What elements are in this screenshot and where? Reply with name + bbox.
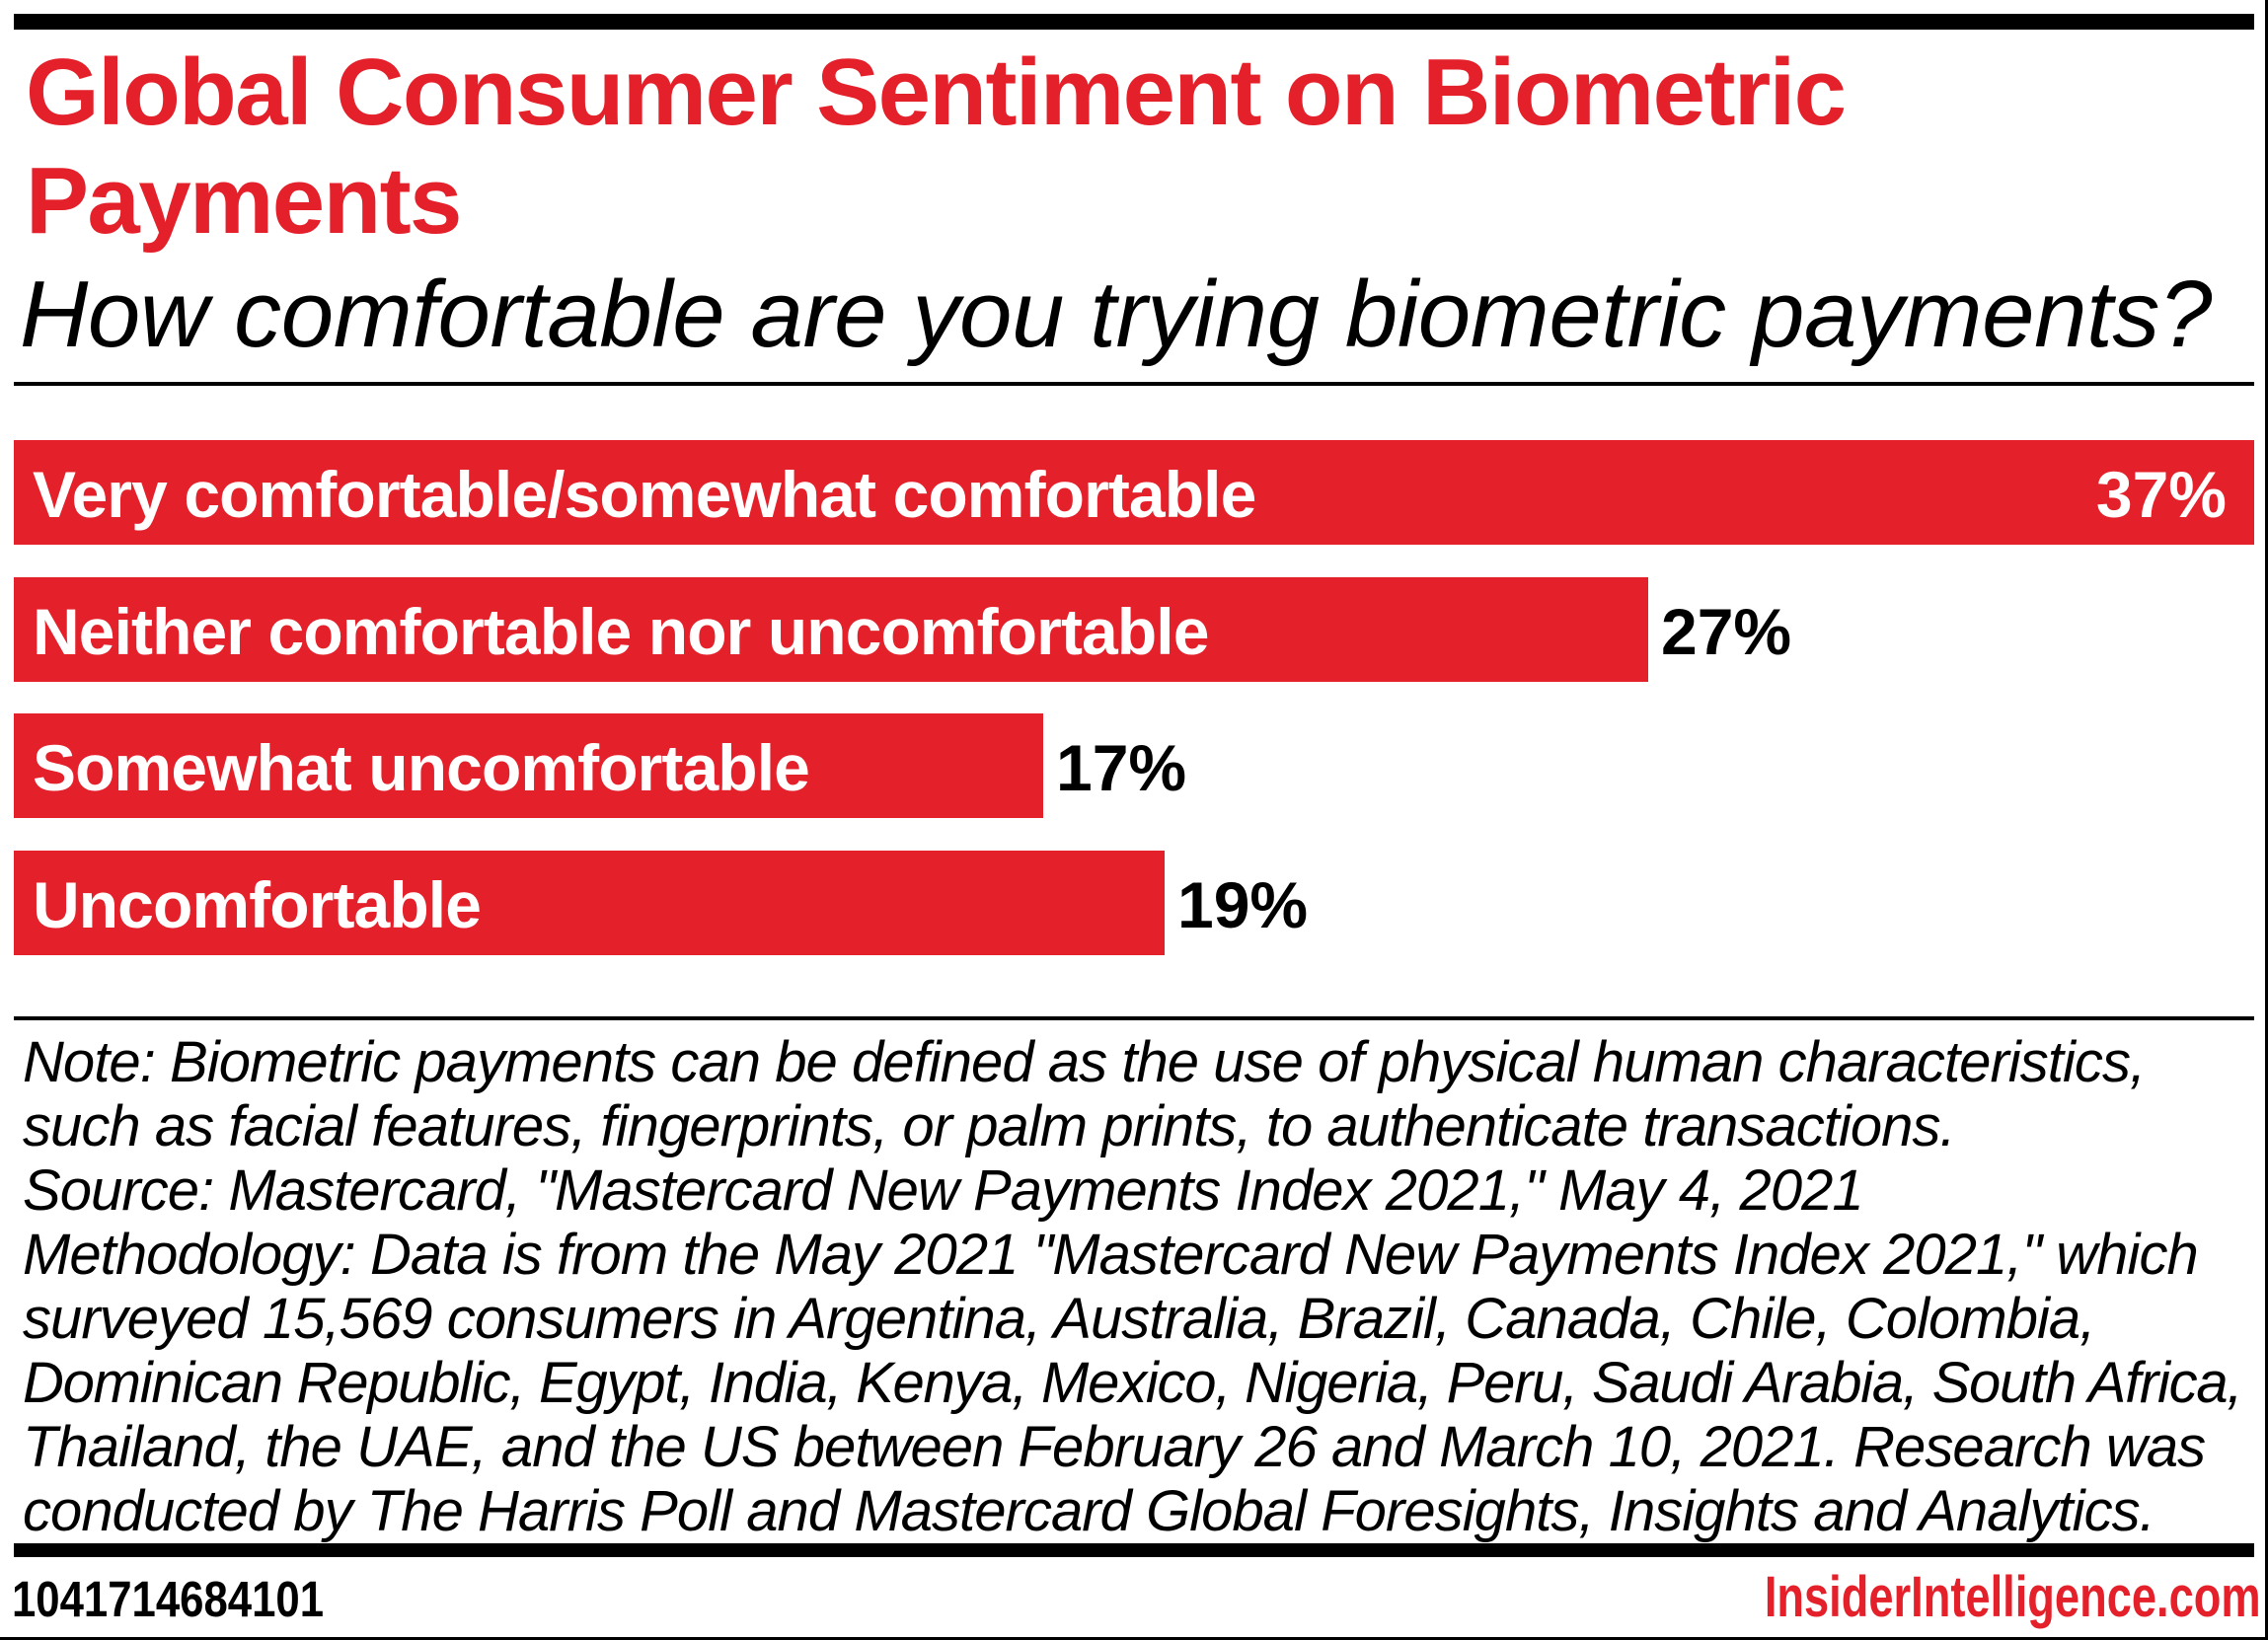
chart-title: Global Consumer Sentiment on Biometric P…: [26, 38, 2252, 256]
methodology-line: conducted by The Harris Poll and Masterc…: [23, 1479, 2155, 1543]
bar-value: 17%: [1056, 731, 1187, 804]
top-rule: [14, 14, 2254, 30]
bar-row: Somewhat uncomfortable 17%: [14, 713, 2268, 818]
bar-value: 19%: [1177, 868, 1309, 941]
bar-neither: Neither comfortable nor uncomfortable: [14, 577, 1648, 682]
footer-rule: [14, 1543, 2254, 1557]
bar-label: Uncomfortable: [33, 868, 482, 941]
chart-title-line2: Payments: [26, 148, 462, 254]
bar-label: Very comfortable/somewhat comfortable: [33, 458, 1256, 531]
bar-label: Neither comfortable nor uncomfortable: [33, 595, 1209, 668]
bar-row: Neither comfortable nor uncomfortable 27…: [14, 577, 2268, 682]
bar-very-comfortable: Very comfortable/somewhat comfortable 37…: [14, 440, 2254, 545]
divider-above-chart: [14, 382, 2254, 386]
bottom-border: [0, 1637, 2268, 1640]
right-border: [2265, 0, 2268, 1640]
bar-row: Very comfortable/somewhat comfortable 37…: [14, 440, 2268, 545]
bar-uncomfortable: Uncomfortable: [14, 851, 1165, 955]
methodology-line: Dominican Republic, Egypt, India, Kenya,…: [23, 1351, 2243, 1415]
source-line: Source: Mastercard, "Mastercard New Paym…: [23, 1158, 1864, 1223]
bar-chart: Very comfortable/somewhat comfortable 37…: [14, 440, 2268, 955]
methodology-line: surveyed 15,569 consumers in Argentina, …: [23, 1287, 2095, 1351]
chart-id: 1041714684101: [12, 1571, 325, 1627]
note-line: Note: Biometric payments can be defined …: [23, 1030, 2146, 1094]
bar-value: 27%: [1661, 595, 1792, 668]
chart-subtitle: How comfortable are you trying biometric…: [20, 261, 2212, 367]
bar-somewhat-uncomfortable: Somewhat uncomfortable: [14, 713, 1043, 818]
chart-title-line1: Global Consumer Sentiment on Biometric: [26, 39, 1847, 145]
methodology-line: Methodology: Data is from the May 2021 "…: [23, 1223, 2199, 1287]
notes-block: Note: Biometric payments can be defined …: [23, 1030, 2253, 1543]
note-line: such as facial features, fingerprints, o…: [23, 1094, 1956, 1158]
methodology-line: Thailand, the UAE, and the US between Fe…: [23, 1415, 2206, 1479]
divider-below-chart: [14, 1016, 2254, 1020]
bar-row: Uncomfortable 19%: [14, 851, 2268, 955]
bar-value: 37%: [2095, 458, 2227, 531]
bar-label: Somewhat uncomfortable: [33, 731, 810, 804]
site-link[interactable]: InsiderIntelligence.com: [1765, 1565, 2261, 1629]
